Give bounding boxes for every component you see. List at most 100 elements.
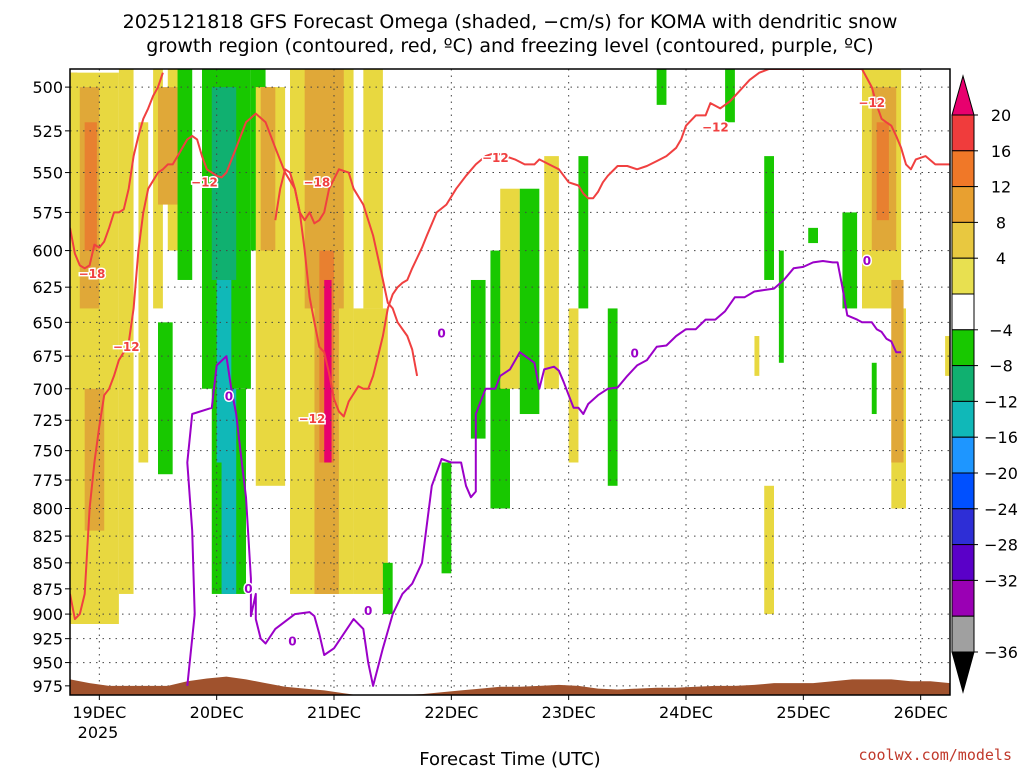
y-tick-label: 925 xyxy=(32,630,63,649)
y-tick-label: 975 xyxy=(32,677,63,696)
freezing-contour-label: 0 xyxy=(437,326,445,340)
omega-area xyxy=(158,322,173,475)
freezing-contour-label: 0 xyxy=(288,635,296,649)
y-tick-label: 600 xyxy=(32,242,63,261)
dgz-contour-label: −12 xyxy=(113,340,140,354)
contour-labels: −18 −12 −12 −18 −12 −12 −12 −12 0 0 0 0 0 0 0 xyxy=(77,95,887,650)
y-tick-label: 800 xyxy=(32,499,63,518)
dgz-contour-label: −12 xyxy=(858,96,885,110)
y-tick-label: 650 xyxy=(32,313,63,332)
y-tick-label: 500 xyxy=(32,78,63,97)
omega-area xyxy=(871,362,877,415)
dgz-contour-label: −18 xyxy=(304,175,331,189)
omega-area xyxy=(158,87,178,205)
terrain-fill xyxy=(70,676,950,695)
omega-area xyxy=(177,69,193,280)
omega-area xyxy=(382,562,393,615)
omega-area xyxy=(764,485,774,615)
omega-area xyxy=(363,69,383,309)
colorbar-label: 12 xyxy=(991,178,1011,197)
y-tick-label: 850 xyxy=(32,554,63,573)
colorbar-label: 16 xyxy=(991,142,1011,161)
chart-title-line1: 2025121818 GFS Forecast Omega (shaded, −… xyxy=(123,11,898,33)
x-tick-label: 24DEC xyxy=(659,703,713,722)
colorbar-swatch xyxy=(951,615,975,653)
colorbar-label: −16 xyxy=(984,428,1018,447)
omega-area xyxy=(725,69,735,123)
omega-area xyxy=(138,122,149,463)
omega-area xyxy=(568,308,579,463)
colorbar-label: −20 xyxy=(984,464,1018,483)
freezing-level-contour xyxy=(186,260,902,687)
omega-area xyxy=(211,87,237,280)
y-tick-label: 625 xyxy=(32,278,63,297)
dgz-contour-left xyxy=(70,112,419,621)
colorbar-label: 20 xyxy=(991,106,1011,125)
colorbar-top-arrow xyxy=(951,74,975,116)
plot-frame xyxy=(69,68,951,696)
grid-lines xyxy=(70,69,950,695)
y-axis: 500 525 550 575 600 625 650 675 700 725 750 775 800 8… xyxy=(32,78,70,696)
dgz-contour-label: −12 xyxy=(299,412,326,426)
y-tick-label: 675 xyxy=(32,347,63,366)
freezing-contour-label: 0 xyxy=(863,254,871,268)
colorbar-label: −36 xyxy=(984,643,1018,662)
y-tick-label: 575 xyxy=(32,203,63,222)
y-tick-label: 950 xyxy=(32,654,63,673)
y-tick-label: 775 xyxy=(32,471,63,490)
dgz-contour-label: −18 xyxy=(79,267,106,281)
omega-area xyxy=(842,212,858,309)
omega-area xyxy=(764,156,774,280)
omega-area xyxy=(891,279,904,463)
omega-area xyxy=(578,156,589,309)
y-tick-label: 875 xyxy=(32,580,63,599)
freezing-contour-label: 0 xyxy=(630,347,638,361)
omega-area xyxy=(118,69,134,594)
dgz-contour-label: −12 xyxy=(482,151,509,165)
x-tick-label: 26DEC xyxy=(894,703,948,722)
contour-lines xyxy=(70,69,950,687)
freezing-contour-label: 0 xyxy=(364,604,372,618)
x-axis-title: Forecast Time (UTC) xyxy=(419,749,600,768)
colorbar-swatch xyxy=(951,544,975,581)
colorbar-label: 8 xyxy=(996,213,1006,232)
chart-title-line2: growth region (contoured, red, ºC) and f… xyxy=(146,35,873,57)
omega-area xyxy=(500,188,520,389)
dgz-contour-mid xyxy=(274,168,389,418)
x-tick-label: 19DEC xyxy=(72,703,126,722)
y-tick-label: 825 xyxy=(32,527,63,546)
omega-area xyxy=(260,87,276,251)
omega-shading xyxy=(70,69,950,624)
colorbar-label: −12 xyxy=(984,392,1018,411)
omega-area xyxy=(754,336,760,376)
omega-area xyxy=(607,308,618,486)
colorbar: 20 16 12 8 4 −4 −8 −12 −16 −20 −24 −28 −32 −36 xyxy=(951,74,1018,694)
y-tick-label: 550 xyxy=(32,164,63,183)
x-tick-label: 25DEC xyxy=(776,703,830,722)
source-credit: coolwx.com/models xyxy=(858,746,1012,764)
dgz-contour-label: −12 xyxy=(191,175,218,189)
y-tick-label: 900 xyxy=(32,605,63,624)
colorbar-swatch xyxy=(951,150,975,188)
colorbar-label: −28 xyxy=(984,536,1018,555)
colorbar-swatch xyxy=(951,114,975,152)
freezing-contour-label: 0 xyxy=(225,389,233,403)
omega-area xyxy=(544,156,559,389)
omega-area xyxy=(778,250,784,363)
x-tick-label: 23DEC xyxy=(542,703,596,722)
omega-area xyxy=(876,122,889,221)
colorbar-swatch xyxy=(951,365,975,402)
omega-area xyxy=(221,388,237,594)
colorbar-swatch xyxy=(951,472,975,510)
x-tick-label: 22DEC xyxy=(424,703,478,722)
colorbar-bottom-arrow xyxy=(951,651,975,694)
omega-area xyxy=(353,308,388,594)
colorbar-swatch xyxy=(951,257,975,295)
colorbar-label: −8 xyxy=(989,357,1013,376)
colorbar-swatch xyxy=(951,293,975,331)
omega-area xyxy=(470,279,486,439)
y-tick-label: 725 xyxy=(32,411,63,430)
colorbar-swatch xyxy=(951,436,975,474)
colorbar-swatch xyxy=(951,400,975,438)
